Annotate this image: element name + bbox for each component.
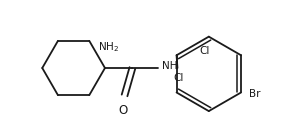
Text: Cl: Cl xyxy=(173,73,184,83)
Text: NH: NH xyxy=(162,61,177,71)
Text: Br: Br xyxy=(249,89,260,99)
Text: NH$_2$: NH$_2$ xyxy=(98,41,120,54)
Text: O: O xyxy=(118,104,127,117)
Text: Cl: Cl xyxy=(200,47,210,56)
